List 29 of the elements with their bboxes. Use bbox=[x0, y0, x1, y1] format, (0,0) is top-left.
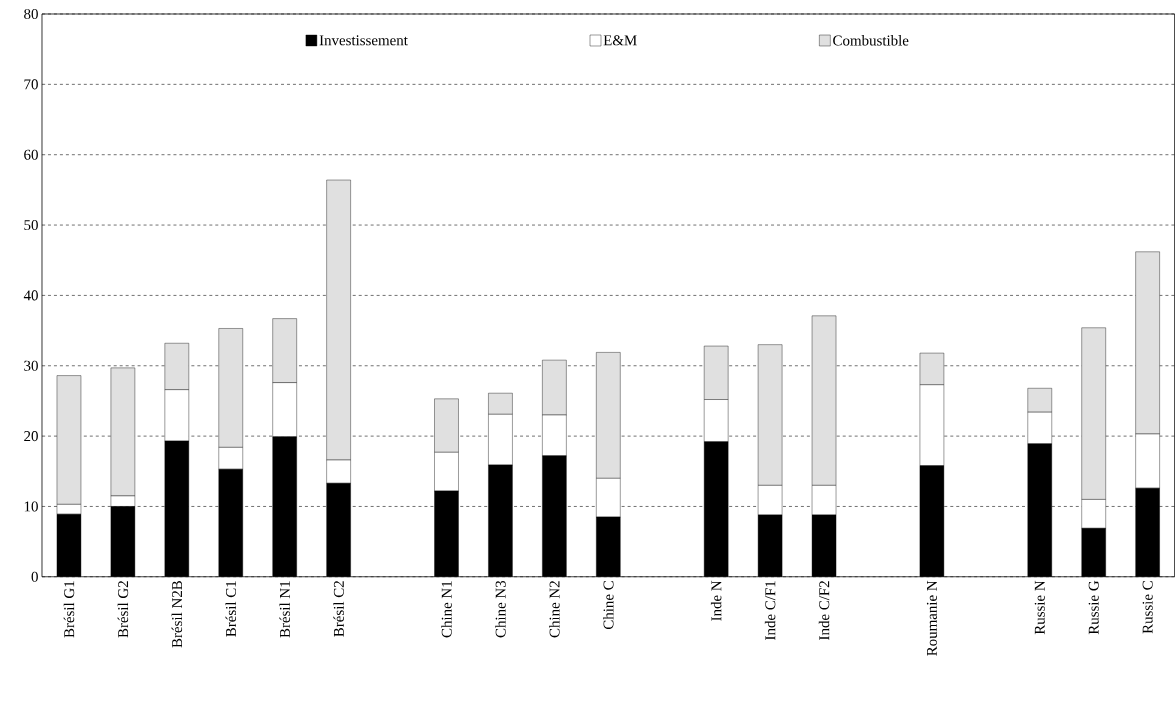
y-tick-label: 10 bbox=[24, 501, 38, 512]
x-tick-label: Brésil C1 bbox=[225, 581, 237, 637]
x-tick-label: Roumanie N bbox=[926, 580, 937, 656]
y-tick-label: 40 bbox=[23, 290, 38, 301]
legend-label: Investissement bbox=[319, 35, 408, 46]
x-tick-label: Russie C bbox=[1142, 581, 1153, 634]
x-tick-label: Chine N2 bbox=[549, 581, 560, 638]
y-tick-label: 70 bbox=[24, 79, 38, 90]
legend-label: E&M bbox=[603, 35, 637, 46]
x-tick-label: Russie N bbox=[1034, 580, 1045, 635]
x-tick-label: Chine C bbox=[603, 581, 614, 630]
x-tick-label: Inde C/F1 bbox=[764, 581, 776, 641]
x-tick-label: Russie G bbox=[1088, 580, 1099, 635]
x-tick-label: Brésil N1 bbox=[279, 581, 290, 638]
y-tick-label: 0 bbox=[31, 571, 38, 582]
x-tick-label: Inde N bbox=[710, 580, 722, 621]
y-tick-label: 50 bbox=[24, 220, 38, 231]
x-tick-label: Inde C/F2 bbox=[818, 581, 830, 641]
y-tick-label: 30 bbox=[24, 360, 38, 371]
x-tick-label: Brésil G1 bbox=[63, 581, 75, 638]
y-tick-label: 60 bbox=[24, 149, 38, 160]
y-tick-label: 20 bbox=[24, 431, 38, 442]
y-tick-label: 80 bbox=[24, 9, 38, 20]
x-tick-label: Brésil G2 bbox=[117, 581, 129, 638]
x-tick-label: Chine N3 bbox=[495, 581, 506, 638]
x-tick-label: Chine N1 bbox=[441, 581, 452, 638]
x-tick-label: Brésil N2B bbox=[171, 581, 183, 648]
legend-label: Combustible bbox=[833, 35, 909, 46]
x-tick-label: Brésil C2 bbox=[333, 581, 344, 637]
